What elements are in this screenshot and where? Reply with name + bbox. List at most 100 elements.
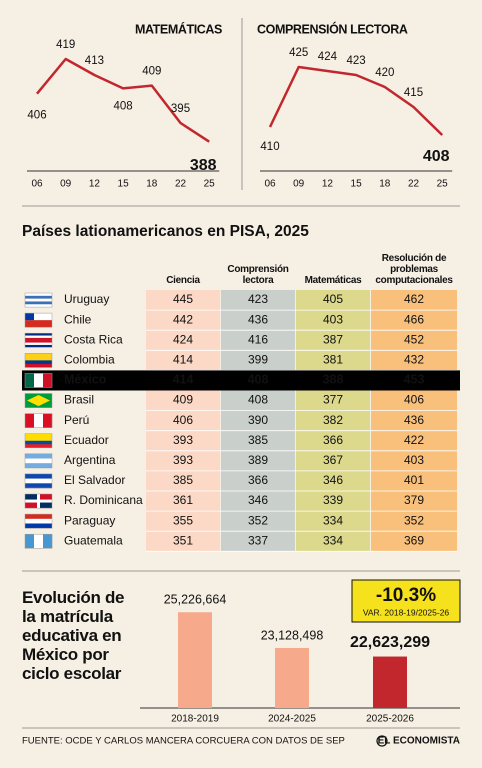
- x-tick-label: 09: [60, 179, 72, 190]
- table-title: Países lationamericanos en PISA, 2025: [22, 223, 309, 240]
- cell: 432: [404, 353, 424, 367]
- country: Brasil: [64, 393, 94, 407]
- cell: 366: [248, 473, 268, 487]
- x-tick-label: 06: [31, 179, 43, 190]
- flag: [25, 320, 52, 328]
- line: [36, 57, 210, 143]
- flag-border: [24, 312, 53, 328]
- cell: 381: [323, 353, 343, 367]
- x-tick-label: 06: [264, 179, 276, 190]
- x-tick-label: 09: [293, 179, 305, 190]
- flag: [25, 534, 35, 549]
- country: Paraguay: [64, 513, 115, 527]
- data-label: 423: [347, 55, 366, 67]
- flag: [25, 356, 52, 361]
- cell: 337: [248, 533, 268, 547]
- cell: 369: [404, 533, 424, 547]
- x-tick-label: 15: [351, 179, 363, 190]
- cell: 406: [173, 413, 193, 427]
- cell: 422: [404, 433, 424, 447]
- flag: [43, 534, 53, 549]
- flag-border: [24, 393, 53, 408]
- flag: [25, 444, 52, 448]
- country: Ecuador: [64, 433, 109, 447]
- country: Colombia: [64, 353, 115, 367]
- country: Perú: [64, 413, 89, 427]
- chart-title: COMPRENSIÓN LECTORA: [257, 21, 408, 36]
- flag: [27, 395, 50, 407]
- flag: [25, 433, 52, 438]
- flag: [25, 458, 52, 464]
- x-tick-label: 18: [379, 179, 391, 190]
- x-tick-label: 15: [118, 179, 130, 190]
- country: El Salvador: [64, 473, 125, 487]
- cell: 389: [248, 453, 268, 467]
- data-label-highlight: 408: [423, 148, 450, 165]
- data-label: 419: [56, 39, 75, 51]
- annotation: -10.3%: [376, 585, 436, 606]
- cell: 414: [173, 353, 193, 367]
- data-label: 408: [114, 100, 133, 112]
- flag: [25, 453, 52, 459]
- cell: 424: [173, 332, 193, 346]
- flag: [25, 473, 52, 479]
- data-label: 25,226,664: [164, 593, 227, 607]
- cell: 352: [248, 513, 268, 527]
- country: Guatemala: [64, 533, 123, 547]
- cell: 436: [248, 312, 268, 326]
- flag: [25, 494, 39, 502]
- flag: [34, 413, 44, 428]
- flag-border: [24, 513, 53, 529]
- x-tick-label: 25: [204, 179, 216, 190]
- cell: 436: [404, 413, 424, 427]
- flag-border: [24, 292, 53, 308]
- data-label: 409: [142, 66, 161, 78]
- flag: [25, 353, 52, 358]
- flag: [25, 301, 52, 305]
- column-header: Ciencia: [166, 275, 200, 286]
- data-label: 425: [289, 47, 308, 59]
- cell: 466: [404, 312, 424, 326]
- flag: [25, 313, 52, 321]
- cell: 385: [173, 473, 193, 487]
- bar: [178, 612, 212, 708]
- highlight-row: [22, 370, 460, 391]
- data-label: 424: [318, 51, 338, 63]
- flag-border: [24, 453, 53, 469]
- flag-border: [24, 413, 53, 428]
- data-label: 420: [375, 67, 394, 79]
- cell: 379: [404, 493, 424, 507]
- logo-mark: [376, 735, 388, 747]
- cell: 387: [323, 332, 343, 346]
- data-label: 395: [171, 103, 190, 115]
- annotation-box: [351, 579, 461, 623]
- data-label: 413: [85, 55, 104, 67]
- flag: [25, 437, 52, 441]
- chart-title: Evolución de la matrícula educativa en M…: [22, 588, 125, 683]
- flag: [25, 499, 52, 503]
- flag: [25, 523, 52, 529]
- flag: [25, 463, 52, 469]
- flag: [25, 373, 35, 388]
- flag: [25, 337, 52, 341]
- flag: [25, 333, 52, 336]
- flag: [34, 373, 44, 388]
- cell: 414: [173, 373, 194, 387]
- flag-border: [24, 533, 53, 549]
- chart-title: MATEMÁTICAS: [135, 21, 222, 36]
- x-tick-label: 2025-2026: [366, 714, 414, 725]
- cell: 399: [248, 353, 268, 367]
- country: Costa Rica: [64, 332, 123, 346]
- cell: 403: [323, 312, 343, 326]
- x-tick-label: 22: [408, 179, 420, 190]
- data-label: 415: [404, 87, 423, 99]
- country: Uruguay: [64, 292, 109, 306]
- cell: 408: [248, 393, 268, 407]
- column-band: [221, 290, 295, 552]
- cell: 405: [323, 292, 343, 306]
- x-tick-label: 18: [146, 179, 158, 190]
- cell: 388: [323, 373, 344, 387]
- cell: 393: [173, 453, 193, 467]
- cell: 367: [323, 453, 343, 467]
